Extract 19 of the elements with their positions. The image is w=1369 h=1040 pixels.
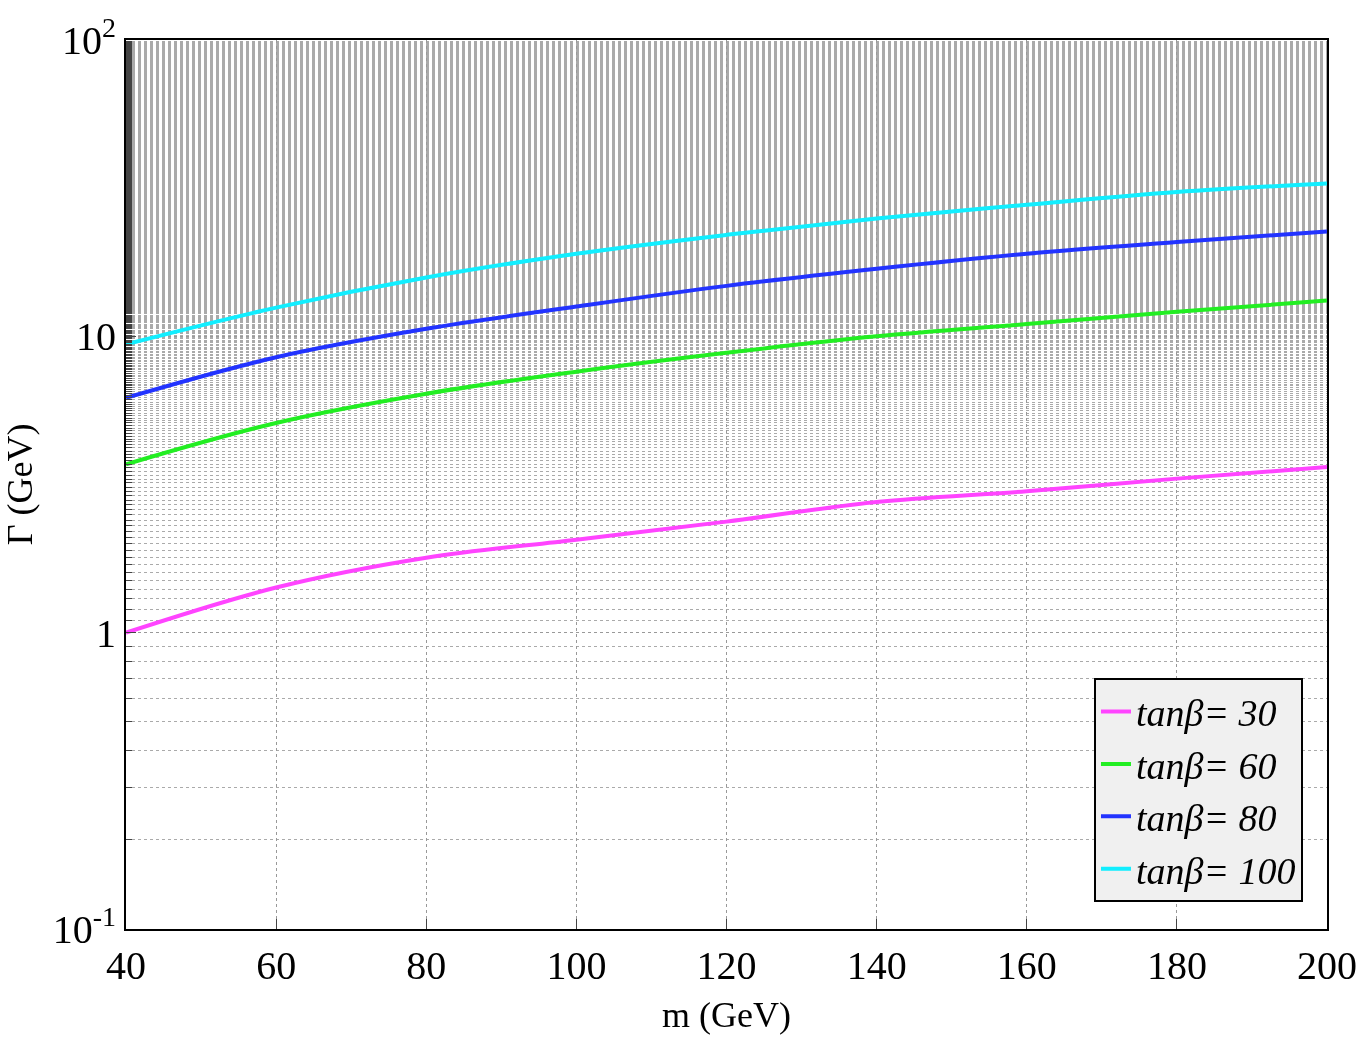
x-tick-label: 80	[406, 943, 447, 988]
x-tick-label: 180	[1146, 943, 1207, 988]
legend-label: tanβ= 60	[1135, 744, 1277, 787]
y-tick-label: 1	[96, 610, 116, 656]
x-tick-label: 100	[546, 943, 607, 988]
x-tick-label: 60	[256, 943, 297, 988]
y-axis-title: Γ (GeV)	[0, 423, 40, 546]
legend-label: tanβ= 80	[1135, 797, 1277, 840]
x-tick-label: 120	[696, 943, 757, 988]
x-tick-label: 200	[1297, 943, 1357, 988]
legend-label: tanβ= 30	[1135, 692, 1277, 735]
y-tick-label: 10	[76, 314, 116, 360]
x-tick-label: 140	[846, 943, 907, 988]
x-tick-label: 160	[996, 943, 1057, 988]
line-series	[126, 465, 1327, 635]
legend-label: tanβ= 100	[1135, 849, 1296, 892]
y-tick-label: 10$^{2}$	[62, 12, 116, 63]
line-series	[126, 298, 1327, 467]
x-axis-title: m (GeV)	[662, 995, 791, 1036]
